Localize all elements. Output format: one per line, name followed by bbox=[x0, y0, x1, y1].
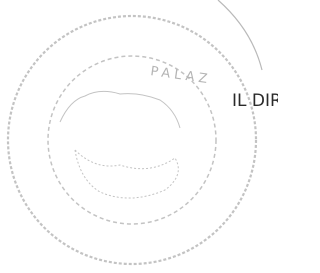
document: PALAZ IL DIR (() => { const data = JSON.… bbox=[0, 0, 320, 273]
signature-title: IL DIR bbox=[232, 91, 278, 111]
paper bbox=[0, 0, 278, 273]
page: {"stamp": {"text": "PALAZ"}, "signature_… bbox=[0, 0, 320, 273]
scanned-page: PALAZ IL DIR bbox=[0, 0, 278, 273]
